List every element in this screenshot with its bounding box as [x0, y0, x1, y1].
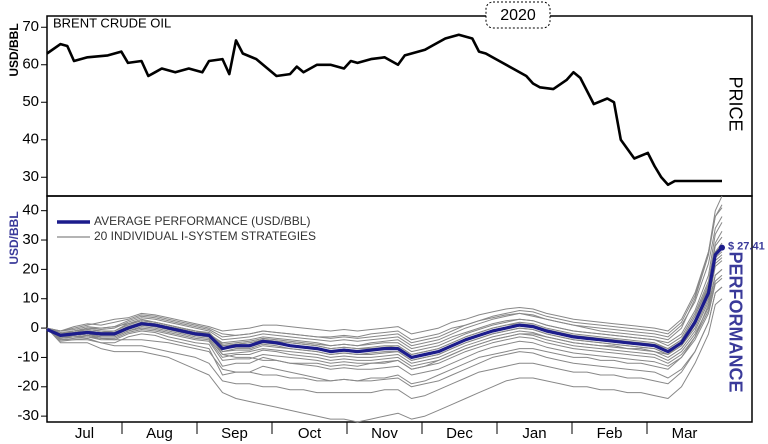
performance-y-axis-label: USD/BBL — [7, 211, 21, 264]
legend-label-average: AVERAGE PERFORMANCE (USD/BBL) — [94, 214, 310, 228]
strategy-line — [46, 286, 723, 399]
strategy-line — [46, 260, 723, 364]
average-performance-line — [46, 246, 724, 359]
price-panel-frame — [46, 15, 753, 197]
price-y-tick-label: 40 — [22, 131, 39, 148]
strategy-line — [46, 286, 723, 388]
price-plot-area: 30 40 50 60 70 — [22, 18, 722, 187]
month-label: Feb — [597, 425, 623, 442]
x-axis: Jul Aug Sep Oct Nov Dec Jan Feb Mar — [75, 422, 698, 442]
price-y-axis-label: USD/BBL — [7, 23, 21, 76]
performance-y-tick-label: 40 — [22, 202, 39, 219]
strategy-line — [46, 216, 723, 347]
price-y-tick-label: 60 — [22, 56, 39, 73]
strategy-line — [46, 298, 723, 423]
month-label: Aug — [146, 425, 173, 442]
strategy-line — [46, 204, 723, 341]
price-y-tick-label: 70 — [22, 18, 39, 35]
performance-plot-area: -30 -20 -10 0 10 20 30 40 $ 27.41 — [17, 195, 765, 424]
month-label: Oct — [298, 425, 322, 442]
strategy-line — [46, 277, 723, 376]
price-line — [46, 33, 722, 187]
legend-label-strategies: 20 INDIVIDUAL I-SYSTEM STRATEGIES — [94, 229, 316, 243]
average-end-marker — [719, 244, 725, 251]
month-label: Nov — [371, 425, 398, 442]
price-side-label: PRICE — [725, 76, 745, 131]
performance-y-tick-label: -20 — [17, 378, 39, 395]
performance-y-tick-label: 0 — [31, 319, 39, 336]
price-y-tick-label: 30 — [22, 168, 39, 185]
strategy-line — [46, 236, 723, 355]
performance-y-tick-label: -30 — [17, 407, 39, 424]
year-badge-frame — [485, 1, 551, 29]
performance-y-tick-label: -10 — [17, 348, 39, 365]
strategy-line — [46, 207, 723, 335]
performance-y-tick-label: 10 — [22, 290, 39, 307]
performance-y-tick-label: 20 — [22, 260, 39, 277]
month-label: Jul — [75, 425, 94, 442]
performance-panel-frame — [46, 195, 753, 423]
average-end-label: $ 27.41 — [728, 241, 765, 253]
month-label: Mar — [672, 425, 698, 442]
month-label: Dec — [446, 425, 473, 442]
strategy-line — [46, 195, 723, 344]
year-badge: 2020 — [500, 7, 536, 24]
strategy-line — [46, 269, 723, 367]
month-label: Sep — [221, 425, 248, 442]
performance-y-tick-label: 30 — [22, 231, 39, 248]
performance-side-label: PERFORMANCE — [725, 251, 745, 392]
legend: AVERAGE PERFORMANCE (USD/BBL) 20 INDIVID… — [57, 214, 316, 243]
strategy-line — [46, 269, 723, 385]
price-y-tick-label: 50 — [22, 93, 39, 110]
strategy-line — [46, 274, 723, 370]
strategy-line — [46, 254, 723, 361]
chart-title: BRENT CRUDE OIL — [53, 15, 171, 30]
month-label: Jan — [522, 425, 546, 442]
